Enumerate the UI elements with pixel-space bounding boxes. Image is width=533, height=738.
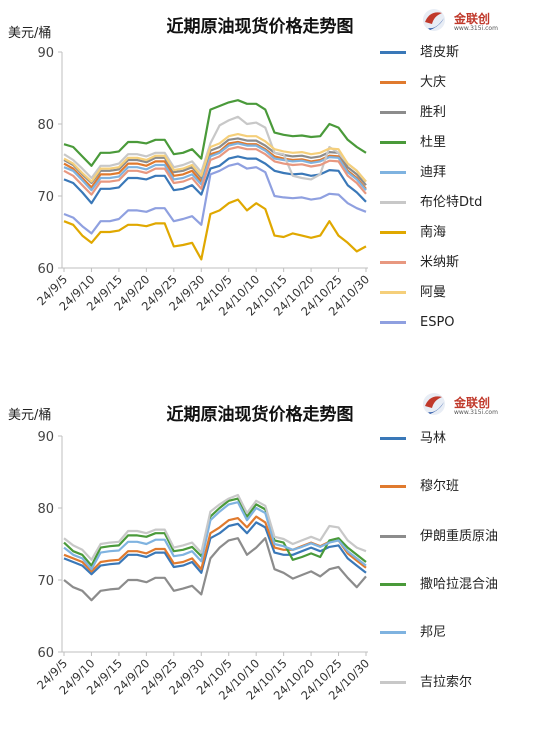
y-tick-label: 90	[37, 430, 54, 445]
brand-url: www.315i.com	[454, 25, 498, 32]
series-line-4	[63, 501, 367, 571]
brand-name: 金联创	[454, 12, 491, 26]
y-tick-label: 60	[37, 262, 54, 277]
legend-label: 塔皮斯	[420, 45, 460, 60]
y-axis-unit: 美元/桶	[8, 26, 52, 41]
chart-panel-bottom: 近期原油现货价格走势图 美元/桶 金联创 www.315i.com 60 70 80…	[0, 376, 533, 738]
legend-swatch	[380, 681, 406, 684]
legend-label: 胜利	[420, 105, 447, 120]
legend-label: ESPO	[420, 315, 455, 330]
series-line-9	[63, 162, 367, 235]
legend-label: 穆尔班	[420, 479, 460, 494]
series-line-0	[63, 155, 367, 205]
y-tick-label: 60	[37, 646, 54, 661]
legend-swatch	[380, 437, 406, 440]
y-tick-label: 90	[37, 46, 54, 61]
legend-label: 吉拉索尔	[420, 675, 473, 690]
legend-swatch	[380, 631, 406, 634]
series-line-3	[63, 497, 367, 567]
legend-label: 大庆	[420, 75, 447, 90]
legend-swatch	[380, 141, 406, 144]
legend-label: 撒哈拉混合油	[420, 577, 499, 592]
legend-swatch	[380, 81, 406, 84]
series-line-0	[63, 521, 367, 576]
legend-swatch	[380, 485, 406, 488]
series-line-5	[63, 115, 367, 183]
legend-label: 布伦特Dtd	[420, 195, 483, 210]
legend-swatch	[380, 583, 406, 586]
legend-swatch	[380, 535, 406, 538]
chart-title: 近期原油现货价格走势图	[166, 405, 354, 425]
y-tick-label: 70	[37, 190, 54, 205]
legend-swatch	[380, 291, 406, 294]
chart-title: 近期原油现货价格走势图	[166, 17, 354, 37]
brand-url: www.315i.com	[454, 409, 498, 416]
brand-logo: 金联创 www.315i.com	[420, 4, 530, 38]
y-tick-label: 80	[37, 118, 54, 133]
legend-label: 米纳斯	[420, 255, 460, 270]
legend-swatch	[380, 51, 406, 54]
legend-label: 伊朗重质原油	[420, 529, 499, 544]
legend-swatch	[380, 201, 406, 204]
series-line-2	[63, 137, 367, 186]
brand-logo-icon	[423, 393, 445, 415]
legend-swatch	[380, 111, 406, 114]
series-line-4	[63, 142, 367, 192]
line-chart-bottom: 6070809024/9/524/9/1024/9/1524/9/2024/9/…	[34, 430, 372, 703]
legend-label: 南海	[420, 225, 447, 240]
chart-panel-top: 近期原油现货价格走势图 美元/桶 金联创 www.315i.com 60 70 80…	[8, 4, 530, 330]
brand-name: 金联创	[454, 396, 491, 410]
series-line-2	[63, 537, 367, 602]
legend-swatch	[380, 261, 406, 264]
brand-logo-icon	[423, 9, 445, 31]
line-chart-top: 6070809024/9/524/9/1024/9/1524/9/2024/9/…	[34, 46, 372, 319]
y-tick-label: 80	[37, 502, 54, 517]
legend-swatch	[380, 321, 406, 324]
series-line-5	[63, 493, 367, 561]
series-line-7	[63, 145, 367, 196]
series-line-1	[63, 140, 367, 190]
y-axis-unit: 美元/桶	[8, 408, 52, 423]
y-tick-label: 70	[37, 574, 54, 589]
brand-logo: 金联创 www.315i.com	[420, 388, 530, 422]
legend-label: 马林	[420, 431, 447, 446]
legend-swatch	[380, 171, 406, 174]
legend-label: 邦尼	[420, 625, 447, 640]
legend-label: 迪拜	[420, 165, 447, 180]
series-line-8	[63, 133, 367, 183]
legend-swatch	[380, 231, 406, 234]
series-line-6	[63, 198, 367, 261]
legend-label: 杜里	[420, 135, 447, 150]
series-line-3	[63, 99, 367, 167]
legend-label: 阿曼	[420, 285, 447, 300]
